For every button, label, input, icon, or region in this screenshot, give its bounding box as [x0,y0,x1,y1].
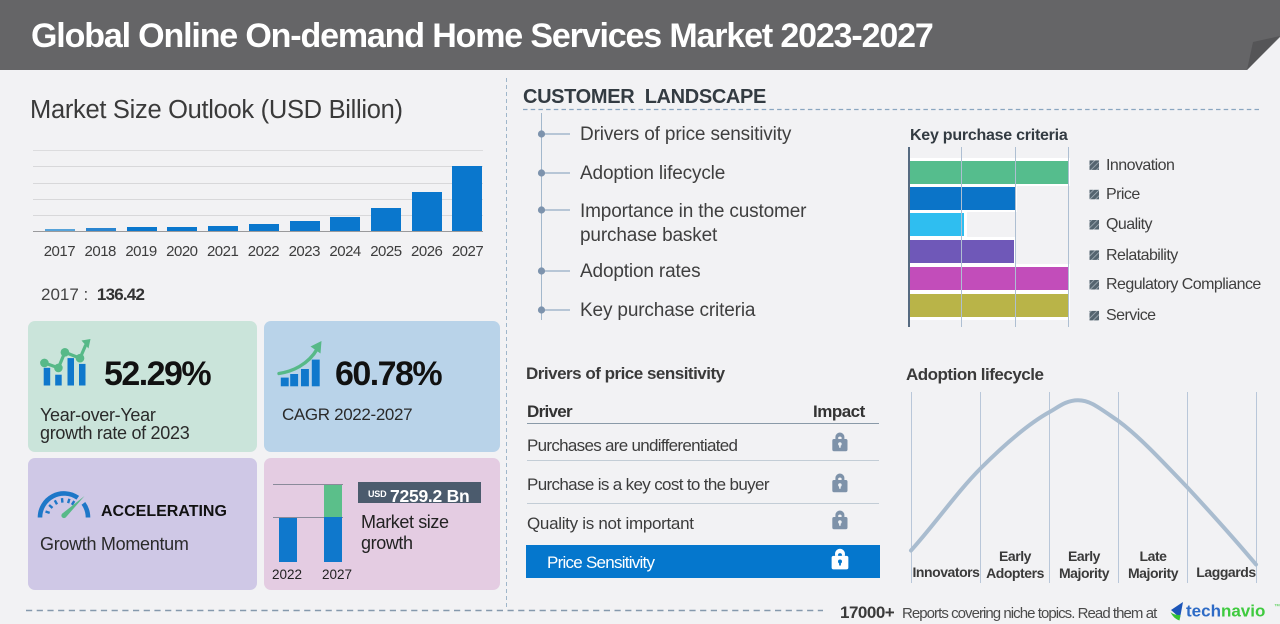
svg-text:™: ™ [1274,603,1280,610]
svg-text:technavio: technavio [1186,602,1265,621]
